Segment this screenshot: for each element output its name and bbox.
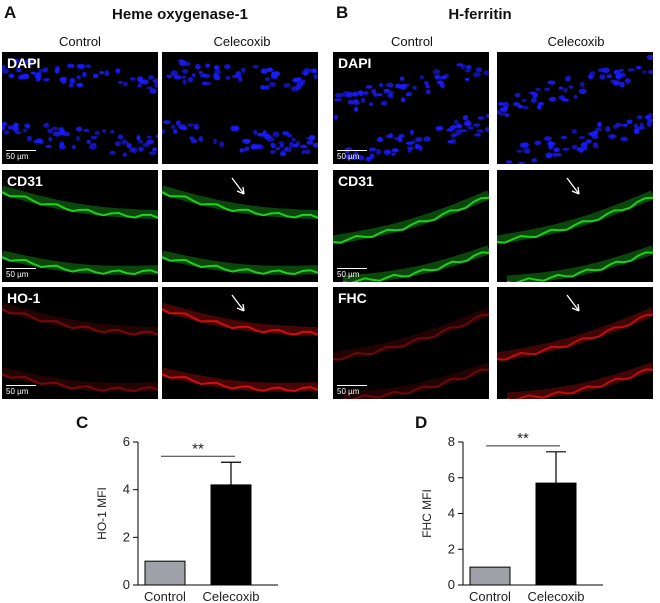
scale-bar: 50 µm	[337, 385, 367, 396]
y-tick-label: 4	[123, 482, 130, 497]
scale-bar-label: 50 µm	[337, 152, 360, 161]
stain-label: HO-1	[7, 290, 41, 306]
scale-bar: 50 µm	[337, 150, 367, 161]
micrograph-a-celecoxib-dapi	[162, 52, 318, 164]
micrograph-b-control-fhc: FHC 50 µm	[333, 287, 489, 399]
scale-bar-label: 50 µm	[6, 152, 29, 161]
y-tick-label: 2	[123, 529, 130, 544]
category-label: Control	[144, 589, 186, 603]
y-tick-label: 6	[448, 470, 455, 485]
micrograph-b-celecoxib-cd31	[497, 170, 653, 282]
y-tick-label: 0	[448, 577, 455, 592]
bar-celecoxib	[210, 484, 252, 586]
panel-b-title: H-ferritin	[448, 6, 512, 23]
stain-label: DAPI	[338, 55, 372, 71]
panel-a-title: Heme oxygenase-1	[112, 6, 248, 23]
micrograph-a-celecoxib-cd31	[162, 170, 318, 282]
panel-a-col-control: Control	[59, 34, 101, 49]
stain-label: DAPI	[7, 55, 41, 71]
panel-c-letter: C	[76, 413, 89, 432]
micrograph-b-control-cd31: CD31 50 µm	[333, 170, 489, 282]
scale-bar: 50 µm	[6, 150, 36, 161]
chart-d: 0 2 4 6 8 FHC MFI Control Celecoxib **	[420, 430, 603, 603]
y-axis-label: FHC MFI	[420, 489, 434, 538]
stain-label: CD31	[338, 173, 374, 189]
y-tick-label: 6	[123, 434, 130, 449]
micrograph-b-celecoxib-fhc	[497, 287, 653, 399]
panel-b-col-control: Control	[391, 34, 433, 49]
micrograph-a-control-cd31: CD31 50 µm	[2, 170, 158, 282]
scale-bar-label: 50 µm	[6, 387, 29, 396]
panel-a-col-celecoxib: Celecoxib	[213, 34, 271, 49]
y-tick-label: 2	[448, 541, 455, 556]
panel-a-letter: A	[4, 3, 17, 22]
micrograph-a-celecoxib-ho1	[162, 287, 318, 399]
y-tick-label: 0	[123, 577, 130, 592]
scale-bar: 50 µm	[337, 268, 367, 279]
scale-bar: 50 µm	[6, 268, 36, 279]
scale-bar-label: 50 µm	[337, 387, 360, 396]
category-label: Celecoxib	[202, 589, 259, 603]
panel-d-letter: D	[415, 413, 428, 432]
scale-bar: 50 µm	[6, 385, 36, 396]
chart-c: 0 2 4 6 HO-1 MFI Control Celecoxib **	[95, 434, 278, 603]
scale-bar-label: 50 µm	[337, 270, 360, 279]
y-axis-label: HO-1 MFI	[95, 487, 109, 540]
significance-label: **	[517, 430, 529, 447]
y-tick-label: 4	[448, 506, 455, 521]
category-label: Control	[469, 589, 511, 603]
scale-bar-label: 50 µm	[6, 270, 29, 279]
bar-control	[144, 560, 186, 586]
bar-celecoxib	[535, 482, 577, 586]
stain-label: CD31	[7, 173, 43, 189]
micrograph-b-celecoxib-dapi	[497, 52, 653, 164]
panel-b-col-celecoxib: Celecoxib	[547, 34, 605, 49]
significance-label: **	[192, 440, 204, 457]
stain-label: FHC	[338, 290, 367, 306]
micrograph-a-control-ho1: HO-1 50 µm	[2, 287, 158, 399]
category-label: Celecoxib	[527, 589, 584, 603]
y-tick-label: 8	[448, 434, 455, 449]
micrograph-a-control-dapi: DAPI 50 µm	[2, 52, 158, 164]
bar-control	[469, 566, 511, 586]
panel-b-letter: B	[336, 3, 349, 22]
micrograph-b-control-dapi: DAPI 50 µm	[333, 52, 489, 164]
